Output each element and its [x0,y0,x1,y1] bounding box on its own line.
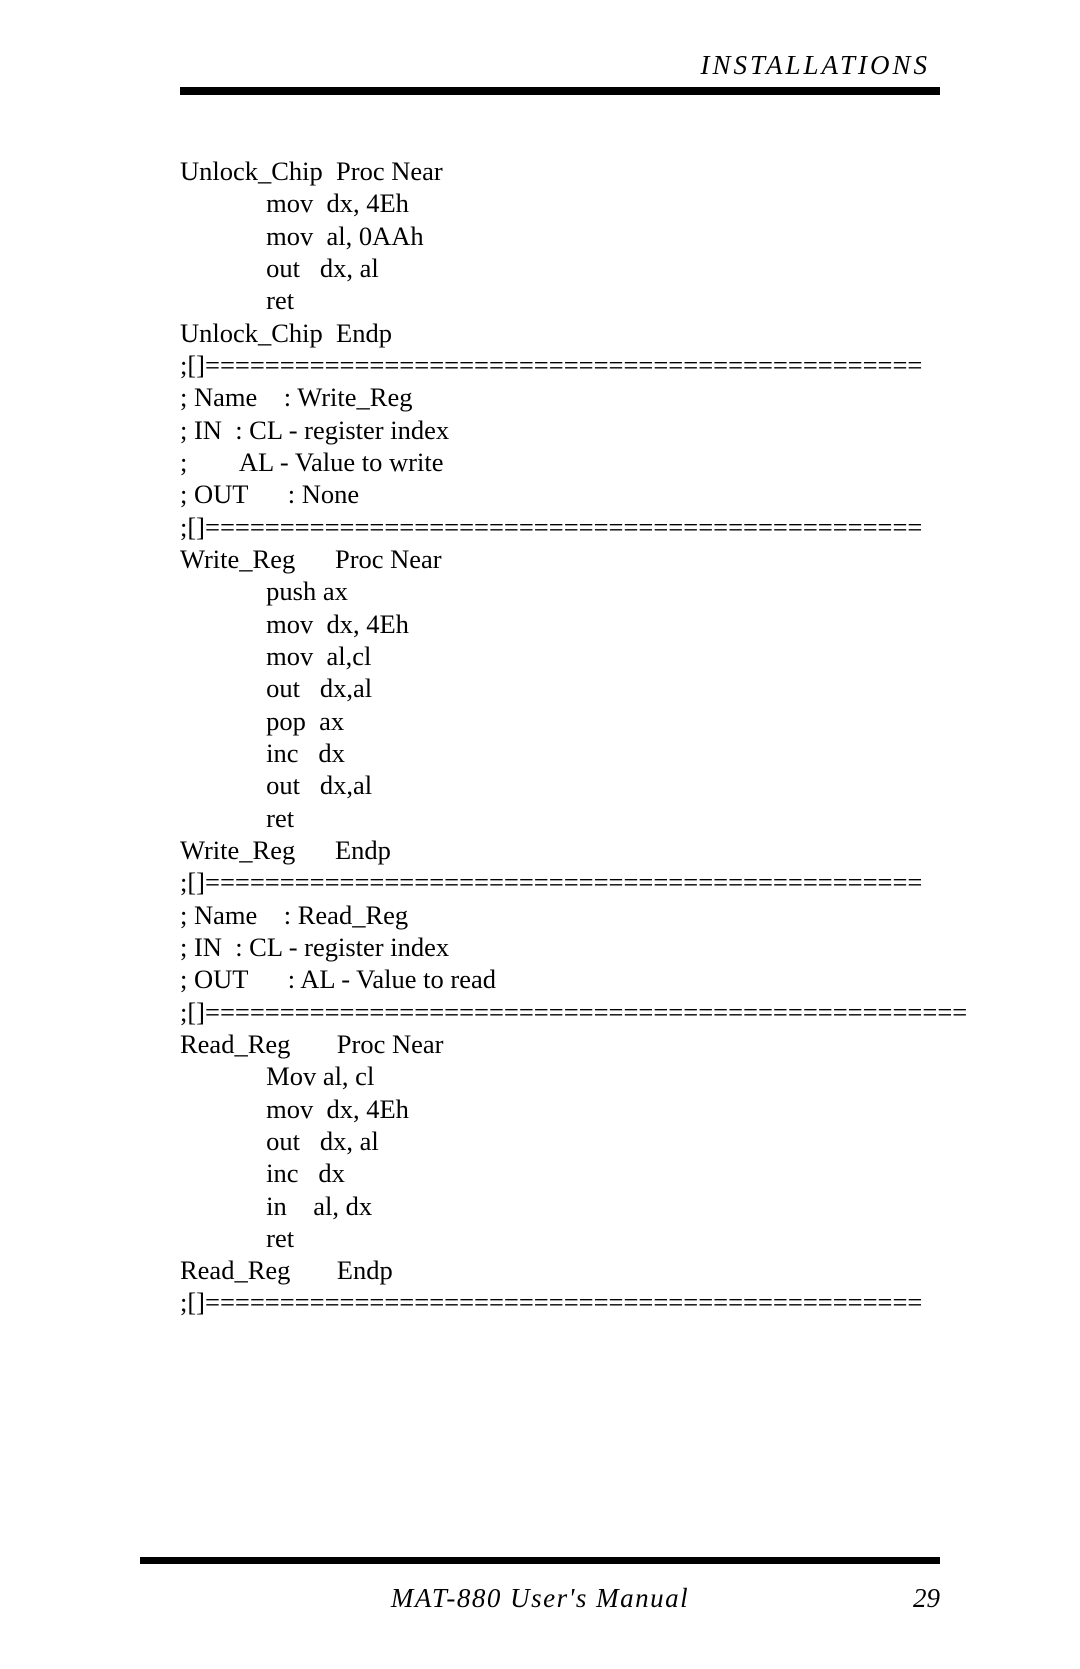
document-page: INSTALLATIONS Unlock_Chip Proc Near mov … [0,0,1080,1669]
bottom-rule [140,1557,940,1564]
footer-title: MAT-880 User's Manual [140,1583,940,1614]
page-footer: MAT-880 User's Manual 29 [140,1583,940,1614]
page-header: INSTALLATIONS [180,50,940,81]
top-rule [180,87,940,95]
code-listing: Unlock_Chip Proc Near mov dx, 4Eh mov al… [180,155,940,1319]
footer-page-number: 29 [913,1583,940,1614]
